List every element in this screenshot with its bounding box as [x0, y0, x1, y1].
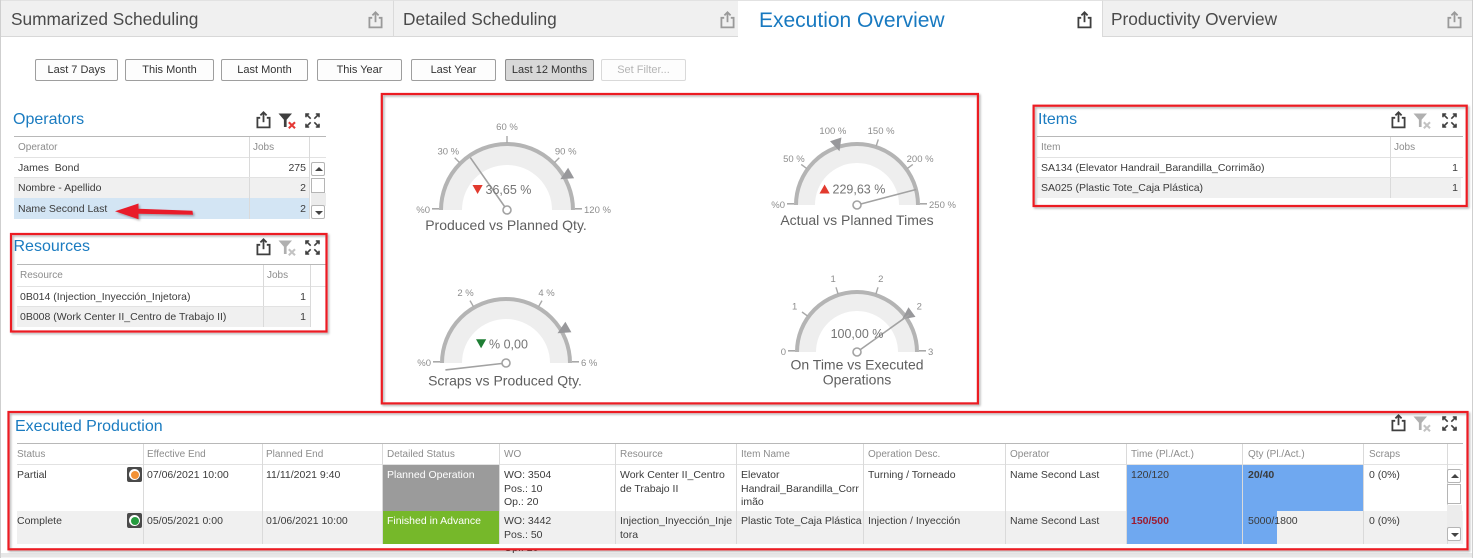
svg-text:Scraps vs Produced Qty.: Scraps vs Produced Qty. — [428, 373, 582, 389]
svg-text:Operations: Operations — [823, 371, 891, 387]
svg-text:120 %: 120 % — [584, 205, 611, 216]
svg-text:Actual vs Planned Times: Actual vs Planned Times — [780, 212, 933, 228]
svg-text:0: 0 — [781, 347, 786, 358]
svg-text:1: 1 — [831, 274, 836, 285]
svg-text:% 0,00: % 0,00 — [489, 337, 528, 351]
svg-text:100 %: 100 % — [819, 126, 846, 137]
svg-text:%0: %0 — [771, 200, 785, 211]
svg-text:150 %: 150 % — [868, 126, 895, 137]
svg-text:50 %: 50 % — [783, 154, 805, 165]
svg-text:30 %: 30 % — [437, 146, 459, 157]
svg-text:2: 2 — [917, 302, 922, 313]
svg-text:100,00 %: 100,00 % — [831, 327, 884, 341]
svg-text:2 %: 2 % — [457, 288, 474, 299]
svg-text:3: 3 — [928, 347, 933, 358]
svg-text:Produced vs Planned Qty.: Produced vs Planned Qty. — [425, 217, 587, 233]
svg-text:229,63 %: 229,63 % — [833, 183, 886, 197]
svg-text:60 %: 60 % — [496, 122, 518, 133]
svg-text:200 %: 200 % — [907, 154, 934, 165]
svg-text:90 %: 90 % — [555, 146, 577, 157]
svg-text:2: 2 — [878, 274, 883, 285]
svg-text:250 %: 250 % — [929, 200, 956, 211]
svg-text:1: 1 — [792, 302, 797, 313]
svg-text:%0: %0 — [417, 358, 431, 369]
svg-text:4 %: 4 % — [538, 288, 555, 299]
svg-text:6 %: 6 % — [581, 358, 598, 369]
svg-text:%0: %0 — [416, 205, 430, 216]
svg-text:36,65 %: 36,65 % — [486, 183, 532, 197]
svg-text:On Time vs Executed: On Time vs Executed — [790, 356, 923, 372]
